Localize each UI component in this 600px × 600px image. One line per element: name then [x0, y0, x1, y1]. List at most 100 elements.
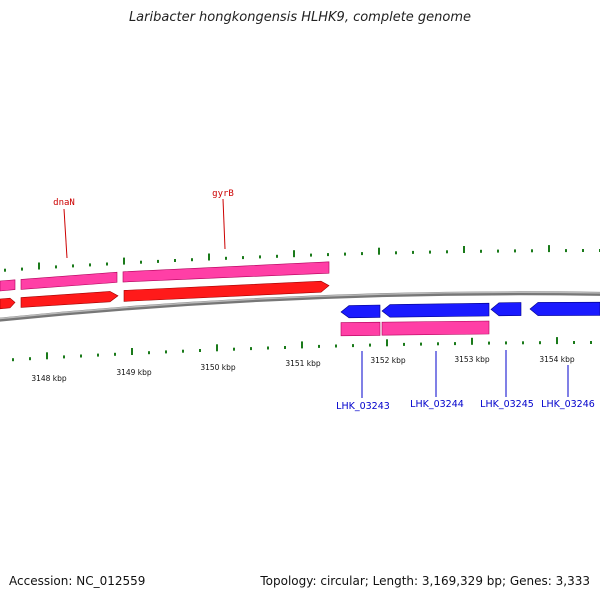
genome-stats-text: Topology: circular; Length: 3,169,329 bp…	[260, 574, 590, 588]
major-tick	[123, 257, 125, 265]
gene-label-dnaN[interactable]: dnaN	[53, 198, 75, 208]
accession-text: Accession: NC_012559	[9, 574, 146, 588]
minor-tick	[582, 249, 584, 252]
feature-cds-gyrB[interactable]	[123, 280, 330, 302]
kbp-label: 3150 kbp	[200, 363, 236, 372]
major-tick	[378, 247, 380, 255]
minor-tick	[522, 341, 524, 345]
minor-tick	[505, 341, 507, 345]
feature-gene-LHK_03243[interactable]	[340, 321, 381, 337]
gene-label-gyrB[interactable]: gyrB	[212, 189, 234, 199]
minor-tick	[12, 358, 14, 362]
minor-tick	[395, 251, 397, 255]
feature-cds-LHK_03245[interactable]	[490, 302, 522, 317]
minor-tick	[114, 352, 116, 356]
minor-tick	[4, 268, 6, 272]
feature-gene-left-partial[interactable]	[0, 279, 16, 292]
minor-tick	[233, 347, 235, 351]
kbp-label: 3154 kbp	[539, 355, 575, 364]
minor-tick	[29, 357, 31, 361]
feature-cds-LHK_03243[interactable]	[340, 304, 381, 319]
major-tick	[216, 344, 218, 352]
minor-tick	[80, 354, 82, 358]
genome-backbone	[0, 291, 600, 322]
minor-tick	[140, 260, 142, 264]
feature-cds-left-partial[interactable]	[0, 297, 16, 310]
minor-tick	[514, 249, 516, 253]
major-tick	[471, 337, 473, 345]
kbp-label: 3152 kbp	[370, 356, 406, 365]
minor-tick	[437, 342, 439, 346]
kbp-label: 3151 kbp	[285, 359, 321, 368]
minor-tick	[335, 344, 337, 348]
minor-tick	[157, 259, 159, 263]
feature-gene-gyrB[interactable]	[122, 261, 330, 283]
minor-tick	[97, 353, 99, 357]
minor-tick	[531, 249, 533, 253]
minor-tick	[250, 347, 252, 351]
minor-tick	[89, 263, 91, 267]
major-tick	[548, 245, 550, 253]
genome-backbone-highlight	[0, 291, 600, 320]
minor-tick	[242, 256, 244, 260]
minor-tick	[174, 259, 176, 262]
minor-tick	[327, 253, 329, 257]
feature-gene-dnaN[interactable]	[20, 271, 118, 290]
minor-tick	[267, 346, 269, 350]
feature-cds-dnaN[interactable]	[20, 291, 119, 308]
minor-tick	[199, 349, 201, 352]
minor-tick	[191, 258, 193, 262]
minor-tick	[165, 350, 167, 354]
minor-tick	[106, 262, 108, 266]
major-tick	[38, 262, 40, 270]
minor-tick	[352, 344, 354, 348]
forward-gene-labels: dnaN gyrB	[53, 189, 234, 259]
minor-tick	[446, 250, 448, 254]
minor-tick	[259, 255, 261, 259]
major-tick	[556, 337, 558, 345]
feature-gene-LHK_03244[interactable]	[381, 320, 490, 336]
minor-tick	[344, 252, 346, 256]
minor-tick	[573, 341, 575, 344]
reverse-strand-track	[340, 301, 600, 337]
minor-tick	[21, 267, 23, 271]
major-tick	[46, 352, 48, 360]
feature-cds-LHK_03246[interactable]	[529, 301, 600, 316]
leader-line-gyrB	[222, 198, 226, 250]
major-tick	[208, 253, 210, 261]
inner-tick-track	[12, 337, 592, 362]
gene-label-LHK_03243[interactable]: LHK_03243	[336, 401, 390, 412]
gene-label-LHK_03246[interactable]: LHK_03246	[541, 399, 595, 410]
minor-tick	[369, 343, 371, 347]
feature-cds-LHK_03244[interactable]	[381, 302, 490, 318]
kbp-label: 3148 kbp	[31, 374, 67, 383]
major-tick	[463, 246, 465, 253]
gene-label-LHK_03245[interactable]: LHK_03245	[480, 399, 534, 410]
minor-tick	[497, 249, 499, 253]
major-tick	[301, 341, 303, 349]
minor-tick	[72, 264, 74, 268]
kbp-label: 3153 kbp	[454, 355, 490, 364]
minor-tick	[565, 249, 567, 253]
minor-tick	[182, 349, 184, 353]
minor-tick	[276, 254, 278, 258]
minor-tick	[361, 252, 363, 256]
minor-tick	[403, 342, 405, 346]
forward-strand-track	[0, 261, 330, 310]
minor-tick	[148, 351, 150, 355]
minor-tick	[454, 342, 456, 346]
minor-tick	[225, 256, 227, 260]
minor-tick	[539, 341, 541, 345]
leader-line-dnaN	[63, 208, 68, 259]
minor-tick	[488, 341, 490, 345]
minor-tick	[412, 250, 414, 254]
minor-tick	[480, 249, 482, 253]
map-title: Laribacter hongkongensis HLHK9, complete…	[128, 10, 472, 25]
kbp-scale-labels: 3148 kbp 3149 kbp 3150 kbp 3151 kbp 3152…	[31, 355, 575, 383]
minor-tick	[590, 341, 592, 344]
minor-tick	[55, 265, 57, 269]
reverse-gene-labels: LHK_03243 LHK_03244 LHK_03245 LHK_03246	[336, 350, 595, 412]
major-tick	[293, 250, 295, 258]
gene-label-LHK_03244[interactable]: LHK_03244	[410, 399, 464, 410]
